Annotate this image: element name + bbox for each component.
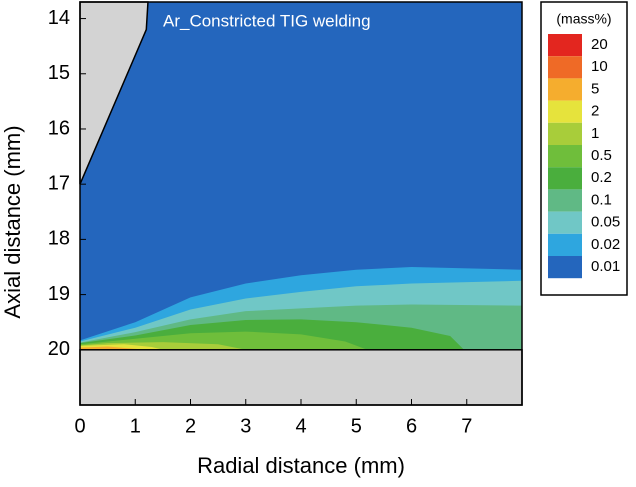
x-tick-label: 5 <box>351 415 362 437</box>
legend-swatch <box>548 34 582 57</box>
legend-label: 5 <box>591 80 599 97</box>
x-tick-label: 6 <box>406 415 417 437</box>
legend-swatch <box>548 145 582 168</box>
legend-label: 0.2 <box>591 169 612 186</box>
legend-swatch <box>548 122 582 145</box>
y-tick-label: 16 <box>48 117 70 139</box>
legend-label: 10 <box>591 58 608 75</box>
legend-label: 0.5 <box>591 147 612 164</box>
y-tick-label: 14 <box>48 7 70 29</box>
legend-swatch <box>548 100 582 123</box>
x-tick-label: 0 <box>74 415 85 437</box>
y-axis-label: Axial distance (mm) <box>0 125 25 318</box>
legend-label: 0.1 <box>591 191 612 208</box>
contour-band <box>80 346 147 350</box>
x-tick-label: 3 <box>240 415 251 437</box>
legend-swatch <box>548 78 582 101</box>
legend-label: 0.01 <box>591 258 620 275</box>
x-tick-label: 4 <box>295 415 306 437</box>
legend-swatch <box>548 189 582 212</box>
legend-label: 0.05 <box>591 214 620 231</box>
legend-title: (mass%) <box>556 11 611 27</box>
legend-swatch <box>548 167 582 190</box>
legend-swatch <box>548 56 582 79</box>
x-tick-label: 2 <box>185 415 196 437</box>
legend-label: 0.02 <box>591 236 620 253</box>
legend-label: 2 <box>591 103 599 120</box>
y-tick-label: 19 <box>48 283 70 305</box>
legend-label: 1 <box>591 125 599 142</box>
x-axis-label: Radial distance (mm) <box>197 453 405 478</box>
workpiece <box>79 349 523 406</box>
y-tick-label: 15 <box>48 62 70 84</box>
y-tick-label: 20 <box>48 338 70 360</box>
legend-swatch <box>548 256 582 279</box>
legend-swatch <box>548 233 582 256</box>
x-tick-label: 1 <box>130 415 141 437</box>
annotation: Ar_Constricted TIG welding <box>163 11 371 30</box>
y-tick-label: 18 <box>48 228 70 250</box>
legend-swatch <box>548 211 582 234</box>
x-tick-label: 7 <box>461 415 472 437</box>
y-tick-label: 17 <box>48 172 70 194</box>
legend-label: 20 <box>591 36 608 53</box>
